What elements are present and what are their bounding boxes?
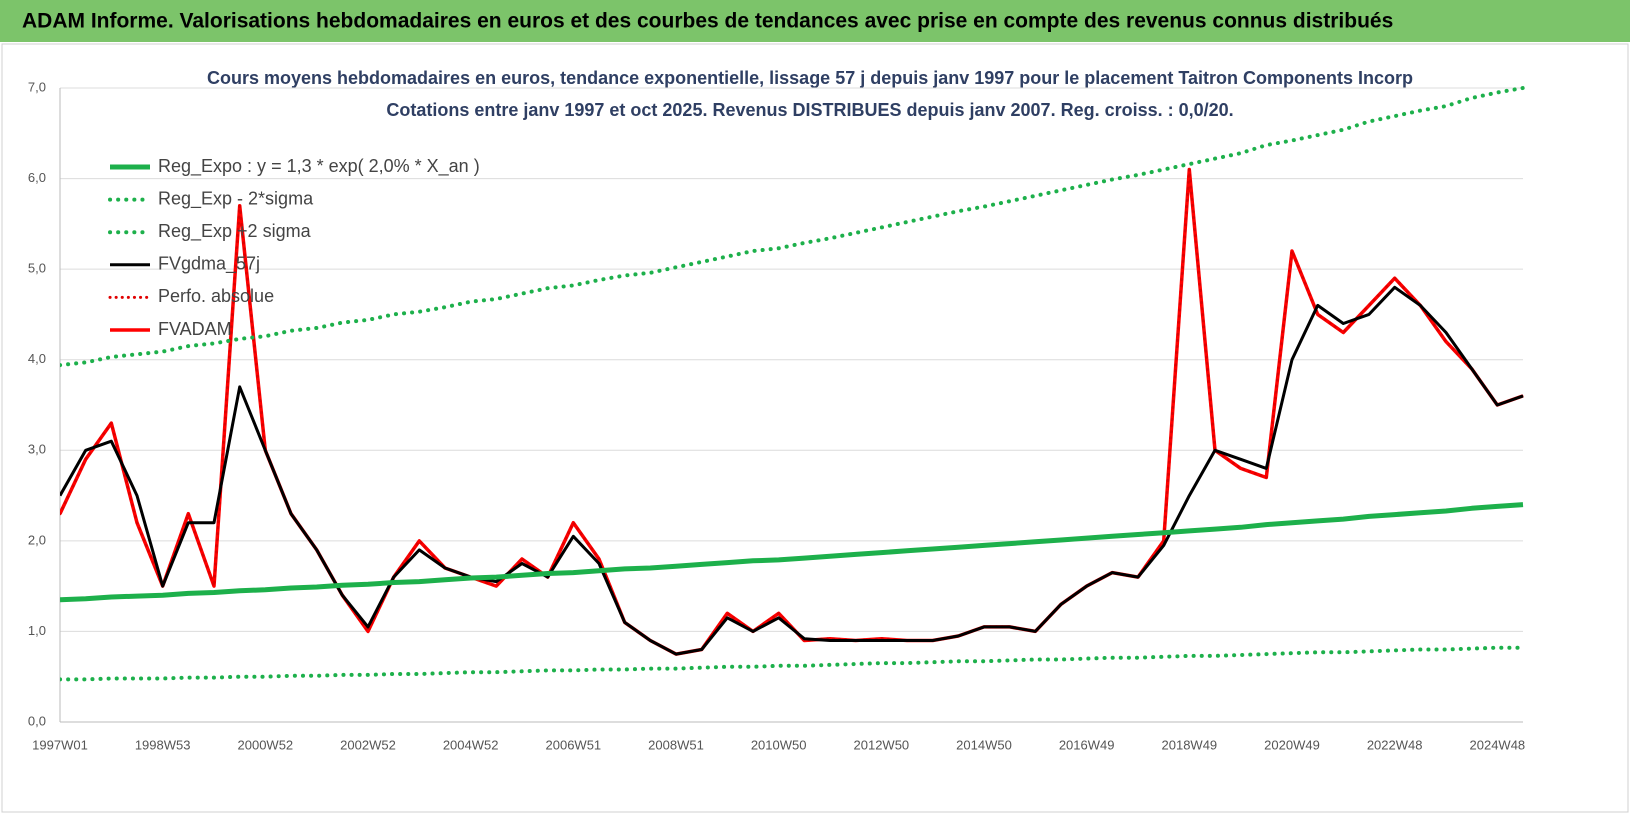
chart-subtitle: Cotations entre janv 1997 et oct 2025. R… bbox=[386, 100, 1233, 120]
series-line bbox=[60, 167, 1524, 656]
x-tick-label: 2018W49 bbox=[1162, 737, 1218, 752]
legend-label: Reg_Exp +2 sigma bbox=[158, 221, 312, 242]
x-tick-label: 1997W01 bbox=[32, 737, 88, 752]
chart-title: Cours moyens hebdomadaires en euros, ten… bbox=[207, 68, 1413, 88]
x-tick-label: 2012W50 bbox=[854, 737, 910, 752]
legend-label: Reg_Expo : y = 1,3 * exp( 2,0% * X_an ) bbox=[158, 156, 480, 177]
y-tick-label: 1,0 bbox=[28, 623, 46, 638]
series-line bbox=[60, 645, 1525, 682]
x-tick-label: 2020W49 bbox=[1264, 737, 1320, 752]
x-tick-label: 2010W50 bbox=[751, 737, 807, 752]
series-line bbox=[60, 285, 1524, 656]
y-tick-label: 5,0 bbox=[28, 261, 46, 276]
x-tick-label: 2008W51 bbox=[648, 737, 704, 752]
x-tick-label: 2016W49 bbox=[1059, 737, 1115, 752]
series-line bbox=[60, 502, 1524, 603]
y-tick-label: 4,0 bbox=[28, 351, 46, 366]
legend-label: FVADAM bbox=[158, 319, 232, 339]
y-tick-label: 3,0 bbox=[28, 442, 46, 457]
series-line bbox=[60, 86, 1525, 368]
legend-label: Perfo. absolue bbox=[158, 286, 274, 306]
y-tick-label: 2,0 bbox=[28, 532, 46, 547]
series-line bbox=[60, 169, 1525, 656]
y-tick-label: 7,0 bbox=[28, 79, 46, 94]
x-tick-label: 1998W53 bbox=[135, 737, 191, 752]
page-title: ADAM Informe. Valorisations hebdomadaire… bbox=[22, 10, 1393, 33]
x-tick-label: 2024W48 bbox=[1470, 737, 1526, 752]
legend-label: FVgdma_57j bbox=[158, 254, 260, 275]
title-bar bbox=[0, 0, 1630, 42]
x-tick-label: 2006W51 bbox=[546, 737, 602, 752]
x-tick-label: 2002W52 bbox=[340, 737, 396, 752]
x-tick-label: 2022W48 bbox=[1367, 737, 1423, 752]
x-tick-label: 2000W52 bbox=[238, 737, 294, 752]
x-tick-label: 2004W52 bbox=[443, 737, 499, 752]
legend-label: Reg_Exp - 2*sigma bbox=[158, 188, 314, 209]
chart-frame bbox=[1, 43, 1629, 813]
y-tick-label: 0,0 bbox=[28, 713, 46, 728]
x-tick-label: 2014W50 bbox=[956, 737, 1012, 752]
y-tick-label: 6,0 bbox=[28, 170, 46, 185]
